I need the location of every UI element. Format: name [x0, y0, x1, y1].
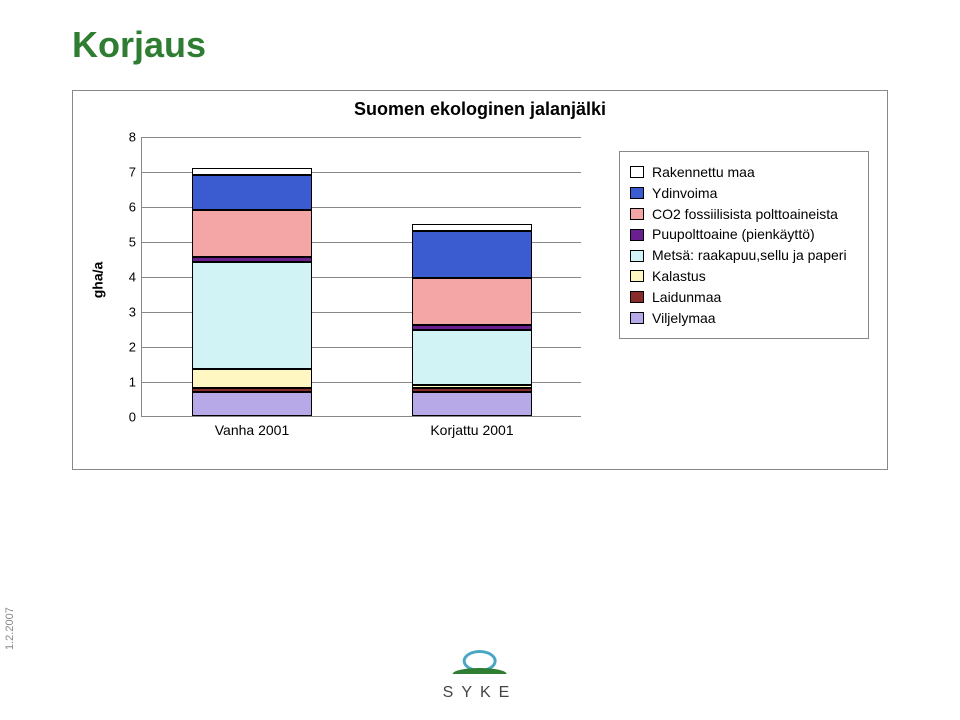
bar-segment	[412, 278, 532, 325]
bar-segment	[412, 385, 532, 389]
logo-mark	[453, 650, 507, 680]
bar-segment	[412, 388, 532, 392]
legend-label: Rakennettu maa	[652, 164, 755, 181]
legend-label: Laidunmaa	[652, 289, 721, 306]
legend-swatch-icon	[630, 166, 644, 178]
bar-segment	[412, 325, 532, 330]
legend-item: Kalastus	[630, 268, 858, 285]
chart-title: Suomen ekologinen jalanjälki	[73, 99, 887, 120]
logo-text: SYKE	[443, 684, 518, 702]
legend-item: Puupolttoaine (pienkäyttö)	[630, 226, 858, 243]
plot-area: 012345678Vanha 2001Korjattu 2001	[141, 137, 581, 417]
legend-swatch-icon	[630, 291, 644, 303]
y-tick-label: 8	[129, 130, 136, 145]
bar-segment	[192, 257, 312, 262]
legend-item: Ydinvoima	[630, 185, 858, 202]
y-tick-label: 2	[129, 340, 136, 355]
legend-swatch-icon	[630, 250, 644, 262]
x-tick-label: Korjattu 2001	[392, 422, 552, 438]
legend-label: Ydinvoima	[652, 185, 717, 202]
y-tick-label: 7	[129, 165, 136, 180]
bar-segment	[412, 330, 532, 384]
legend-swatch-icon	[630, 270, 644, 282]
legend-label: Metsä: raakapuu,sellu ja paperi	[652, 247, 847, 264]
legend-swatch-icon	[630, 312, 644, 324]
bar-segment	[412, 231, 532, 278]
legend-item: Metsä: raakapuu,sellu ja paperi	[630, 247, 858, 264]
legend-swatch-icon	[630, 229, 644, 241]
y-tick-label: 3	[129, 305, 136, 320]
bar-segment	[192, 369, 312, 388]
syke-logo: SYKE	[443, 650, 518, 702]
legend-item: Laidunmaa	[630, 289, 858, 306]
legend-item: Viljelymaa	[630, 310, 858, 327]
y-axis-label: gha/a	[89, 262, 105, 299]
bar-segment	[192, 262, 312, 369]
bar-segment	[192, 175, 312, 210]
legend-item: Rakennettu maa	[630, 164, 858, 181]
bar-segment	[192, 210, 312, 257]
bar-segment	[192, 392, 312, 417]
legend: Rakennettu maa Ydinvoima CO2 fossiilisista…	[619, 151, 869, 339]
logo-land-icon	[453, 668, 507, 674]
legend-label: Kalastus	[652, 268, 706, 285]
legend-swatch-icon	[630, 187, 644, 199]
y-tick-label: 5	[129, 235, 136, 250]
x-tick-label: Vanha 2001	[172, 422, 332, 438]
legend-swatch-icon	[630, 208, 644, 220]
y-tick-label: 4	[129, 270, 136, 285]
legend-label: Puupolttoaine (pienkäyttö)	[652, 226, 815, 243]
legend-label: CO2 fossiilisista polttoaineista	[652, 206, 838, 223]
y-tick-label: 6	[129, 200, 136, 215]
bar-segment	[412, 392, 532, 417]
bar-segment	[412, 224, 532, 231]
chart-container: Suomen ekologinen jalanjälki gha/a 01234…	[72, 90, 888, 470]
footer-date: 1.2.2007	[4, 607, 16, 650]
y-tick-label: 1	[129, 375, 136, 390]
bar-segment	[192, 168, 312, 175]
legend-item: CO2 fossiilisista polttoaineista	[630, 206, 858, 223]
legend-label: Viljelymaa	[652, 310, 716, 327]
slide-title: Korjaus	[72, 24, 206, 66]
bar-segment	[192, 388, 312, 392]
grid-line	[142, 137, 581, 138]
y-tick-label: 0	[129, 410, 136, 425]
